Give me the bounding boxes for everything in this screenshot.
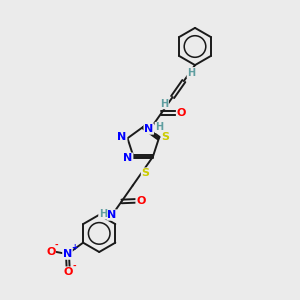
Text: S: S bbox=[141, 168, 149, 178]
Text: S: S bbox=[161, 132, 169, 142]
Text: H: H bbox=[99, 209, 107, 219]
Text: -: - bbox=[72, 262, 76, 271]
Text: H: H bbox=[155, 122, 163, 133]
Text: O: O bbox=[46, 247, 56, 257]
Text: O: O bbox=[177, 108, 186, 118]
Text: H: H bbox=[187, 68, 195, 78]
Text: N: N bbox=[118, 132, 127, 142]
Text: O: O bbox=[136, 196, 146, 206]
Text: O: O bbox=[63, 267, 73, 277]
Text: +: + bbox=[71, 244, 77, 253]
Text: N: N bbox=[107, 210, 116, 220]
Text: H: H bbox=[160, 99, 168, 109]
Text: N: N bbox=[63, 249, 72, 259]
Text: N: N bbox=[144, 124, 153, 134]
Text: -: - bbox=[55, 241, 58, 250]
Text: N: N bbox=[124, 153, 133, 163]
